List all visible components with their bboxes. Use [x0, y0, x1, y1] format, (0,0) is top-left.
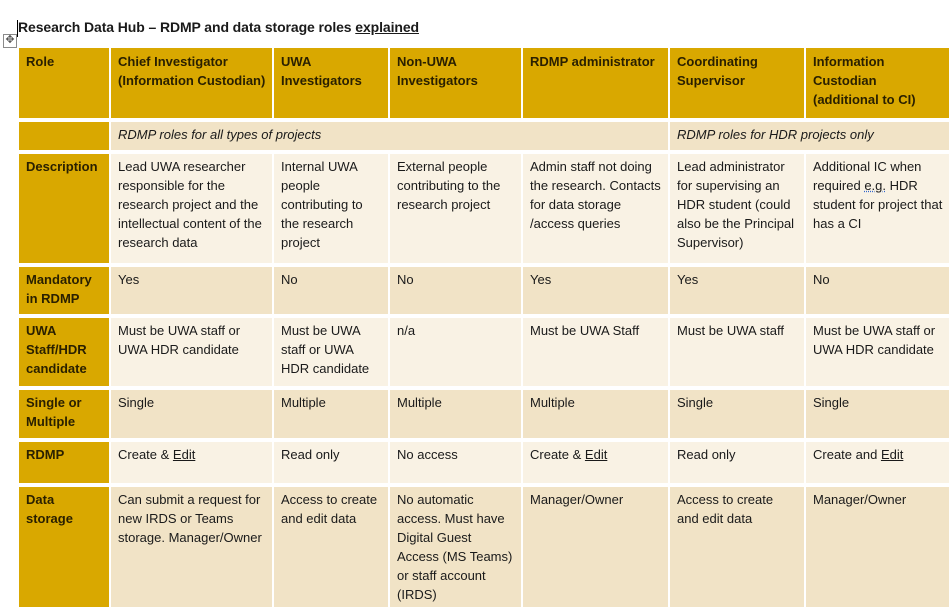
header-non-uwa-investigators: Non-UWA Investigators	[389, 48, 523, 122]
subheader-all-projects: RDMP roles for all types of projects	[110, 120, 670, 154]
cell-count-admin: Multiple	[522, 388, 670, 442]
cell-rdmp-uwa: Read only	[273, 440, 390, 487]
header-uwa-investigators: UWA Investigators	[273, 48, 390, 122]
cell-mandatory-supervisor: Yes	[668, 265, 806, 318]
cell-staff-non-uwa: n/a	[389, 316, 523, 390]
cell-mandatory-ci: Yes	[110, 265, 274, 318]
cell-description-ic: Additional IC when required e.g. HDR stu…	[805, 152, 949, 267]
table-row-rdmp: RDMP Create & Edit Read only No access C…	[19, 440, 949, 487]
cell-rdmp-ci: Create & Edit	[110, 440, 274, 487]
subheader-hdr-projects: RDMP roles for HDR projects only	[668, 120, 949, 154]
table-row-description: Description Lead UWA researcher responsi…	[19, 152, 949, 267]
cell-description-non-uwa: External people contributing to the rese…	[389, 152, 523, 267]
cell-count-non-uwa: Multiple	[389, 388, 523, 442]
header-coordinating-supervisor: Coordinating Supervisor	[668, 48, 806, 122]
title-text: Research Data Hub – RDMP and data storag…	[18, 19, 356, 35]
cell-staff-ic: Must be UWA staff or UWA HDR candidate	[805, 316, 949, 390]
cell-staff-ci: Must be UWA staff or UWA HDR candidate	[110, 316, 274, 390]
header-role: Role	[19, 48, 111, 122]
cell-description-admin: Admin staff not doing the research. Cont…	[522, 152, 670, 267]
cell-mandatory-non-uwa: No	[389, 265, 523, 318]
cell-mandatory-admin: Yes	[522, 265, 670, 318]
cell-storage-uwa: Access to create and edit data	[273, 485, 390, 611]
cell-count-ci: Single	[110, 388, 274, 442]
row-label-description: Description	[19, 152, 111, 267]
subheader-spacer	[19, 120, 111, 154]
cell-count-ic: Single	[805, 388, 949, 442]
cell-storage-non-uwa: No automatic access. Must have Digital G…	[389, 485, 523, 611]
cell-mandatory-uwa: No	[273, 265, 390, 318]
row-label-rdmp: RDMP	[19, 440, 111, 487]
cell-rdmp-ic: Create and Edit	[805, 440, 949, 487]
text-cursor	[17, 20, 18, 37]
table-row-uwa-staff: UWA Staff/HDR candidate Must be UWA staf…	[19, 316, 949, 390]
cell-rdmp-supervisor: Read only	[668, 440, 806, 487]
table-header-row: Role Chief Investigator (Information Cus…	[19, 48, 949, 122]
table-row-mandatory: Mandatory in RDMP Yes No No Yes Yes No	[19, 265, 949, 318]
row-label-data-storage: Data storage	[19, 485, 111, 611]
cell-description-uwa: Internal UWA people contributing to the …	[273, 152, 390, 267]
table-row-single-multiple: Single or Multiple Single Multiple Multi…	[19, 388, 949, 442]
cell-storage-supervisor: Access to create and edit data	[668, 485, 806, 611]
header-chief-investigator: Chief Investigator (Information Custodia…	[110, 48, 274, 122]
cell-staff-supervisor: Must be UWA staff	[668, 316, 806, 390]
cell-storage-ic: Manager/Owner	[805, 485, 949, 611]
cell-rdmp-non-uwa: No access	[389, 440, 523, 487]
subheader-row: RDMP roles for all types of projects RDM…	[19, 120, 949, 154]
title-underlined-word: explained	[355, 19, 419, 35]
cell-staff-admin: Must be UWA Staff	[522, 316, 670, 390]
row-label-uwa-staff: UWA Staff/HDR candidate	[19, 316, 111, 390]
cell-count-supervisor: Single	[668, 388, 806, 442]
cell-storage-admin: Manager/Owner	[522, 485, 670, 611]
cell-rdmp-admin: Create & Edit	[522, 440, 670, 487]
row-label-mandatory: Mandatory in RDMP	[19, 265, 111, 318]
header-information-custodian: Information Custodian (additional to CI)	[805, 48, 949, 122]
cell-storage-ci: Can submit a request for new IRDS or Tea…	[110, 485, 274, 611]
cell-description-supervisor: Lead administrator for supervising an HD…	[668, 152, 806, 267]
roles-table: Role Chief Investigator (Information Cus…	[19, 48, 949, 611]
document-title: Research Data Hub – RDMP and data storag…	[18, 19, 419, 35]
table-move-handle-icon[interactable]: ✥	[3, 34, 17, 48]
cell-mandatory-ic: No	[805, 265, 949, 318]
cell-count-uwa: Multiple	[273, 388, 390, 442]
cell-staff-uwa: Must be UWA staff or UWA HDR candidate	[273, 316, 390, 390]
cell-description-ci: Lead UWA researcher responsible for the …	[110, 152, 274, 267]
row-label-single-multiple: Single or Multiple	[19, 388, 111, 442]
header-rdmp-administrator: RDMP administrator	[522, 48, 670, 122]
table-row-data-storage: Data storage Can submit a request for ne…	[19, 485, 949, 611]
